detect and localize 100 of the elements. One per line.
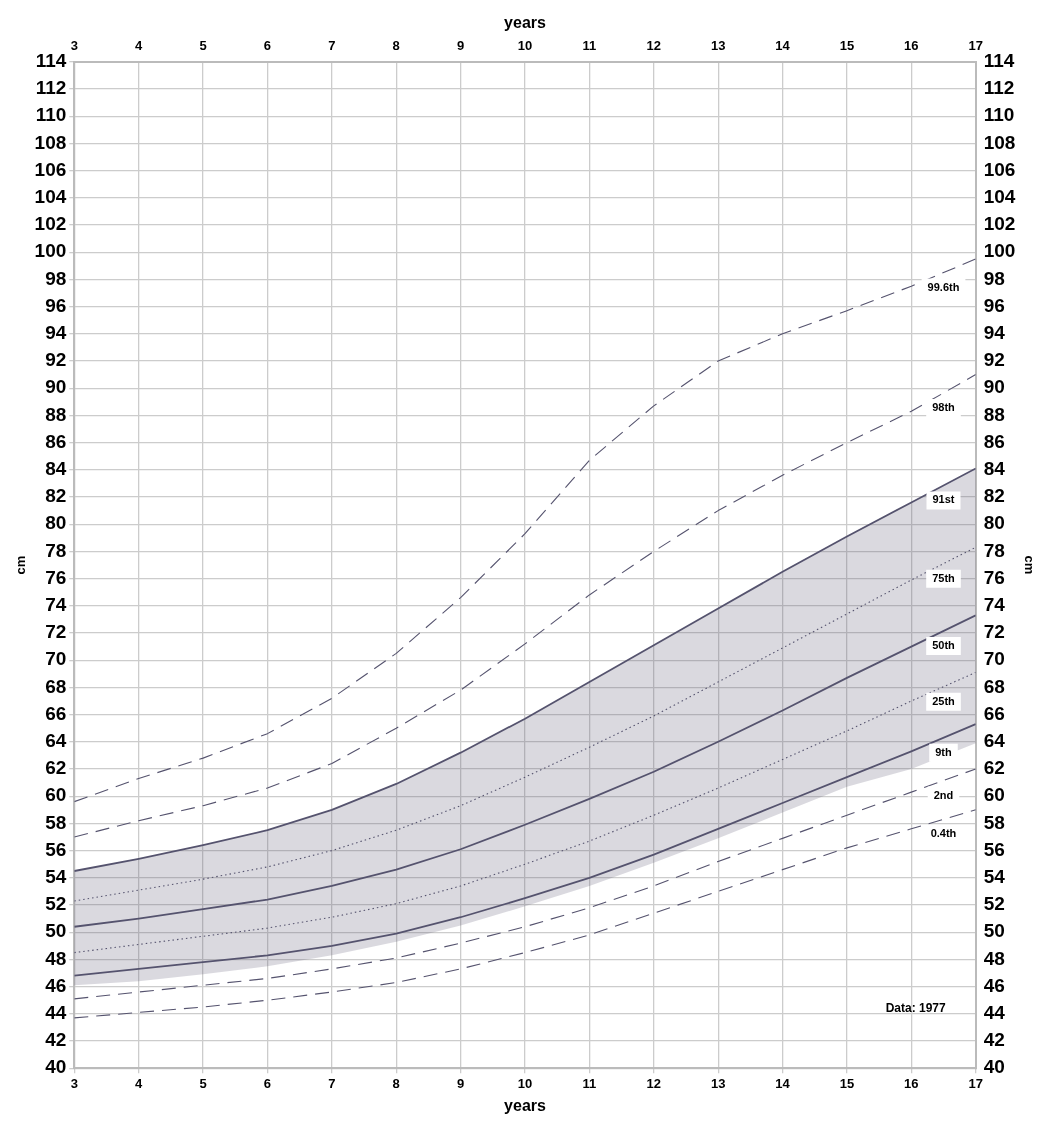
y2-tick-label: 90 [983,376,1005,398]
y2-tick-label: 80 [983,512,1005,534]
series-label: 25th [932,694,956,707]
x-tick-label: 14 [775,1075,791,1091]
y2-tick-label: 46 [983,974,1005,996]
x-tick-label: 17 [968,1075,983,1091]
y-tick-label: 48 [45,947,67,969]
y-axis-title: cm [13,555,29,575]
y2-tick-label: 110 [983,104,1015,126]
y2-tick-label: 104 [983,186,1016,208]
x-tick-label: 13 [710,1075,726,1091]
x2-tick-label: 3 [70,37,78,53]
y2-tick-label: 50 [983,920,1005,942]
x-tick-label: 9 [457,1075,465,1091]
y2-tick-label: 58 [983,811,1005,833]
x2-tick-label: 15 [839,37,855,53]
y2-tick-label: 70 [983,648,1005,670]
y-tick-label: 82 [45,485,67,507]
series-label: 75th [932,571,956,584]
y-tick-label: 84 [45,458,67,480]
y-tick-label: 54 [45,866,67,888]
x-axis-title: years [504,1096,547,1114]
y-tick-label: 76 [45,566,67,588]
y2-tick-label: 106 [983,158,1016,180]
y-tick-label: 56 [45,838,67,860]
y2-tick-label: 112 [983,77,1015,99]
y-tick-label: 68 [45,675,67,697]
series-label: 2nd [933,788,954,801]
x-tick-label: 6 [263,1075,272,1091]
y-tick-label: 102 [34,213,67,235]
x-tick-label: 15 [839,1075,855,1091]
x-tick-label: 7 [328,1075,336,1091]
x2-tick-label: 6 [263,37,272,53]
y2-tick-label: 74 [983,594,1006,616]
x2-tick-label: 13 [710,37,726,53]
y2-tick-label: 42 [983,1029,1005,1051]
x2-tick-label: 11 [582,37,597,53]
annotation: Data: 1977 [885,1000,947,1015]
y2-tick-label: 94 [983,322,1006,344]
y2-tick-label: 54 [983,866,1006,888]
y-tick-label: 106 [34,158,67,180]
x-tick-label: 10 [517,1075,533,1091]
y2-tick-label: 56 [983,838,1005,860]
y-tick-label: 88 [45,403,67,425]
x2-tick-label: 5 [199,37,207,53]
y2-tick-label: 48 [983,947,1005,969]
x-tick-label: 12 [646,1075,662,1091]
y-tick-label: 100 [34,240,67,262]
x2-tick-label: 12 [646,37,662,53]
y2-tick-label: 96 [983,294,1005,316]
x-tick-label: 11 [582,1075,597,1091]
y2-tick-label: 86 [983,430,1005,452]
series-label: 9th [935,745,953,758]
y-tick-label: 52 [45,893,67,915]
y-tick-label: 58 [45,811,67,833]
y2-tick-label: 66 [983,702,1005,724]
y2-tick-label: 76 [983,566,1005,588]
y-tick-label: 114 [35,50,67,72]
x2-tick-label: 10 [517,37,533,53]
y-tick-label: 112 [35,77,67,99]
y2-tick-label: 88 [983,403,1005,425]
series-label: 98th [932,400,956,413]
y2-tick-label: 60 [983,784,1005,806]
y-tick-label: 110 [35,104,67,126]
y-tick-label: 96 [45,294,67,316]
x2-tick-label: 17 [968,37,983,53]
y2-axis-title: cm [1021,555,1037,575]
series-label: 91st [932,493,955,506]
x-tick-label: 3 [70,1075,78,1091]
series-label: 0.4th [930,827,957,840]
series-label: 99.6th [927,280,960,293]
x2-tick-label: 7 [328,37,336,53]
x2-tick-label: 16 [904,37,919,53]
y-tick-label: 42 [45,1029,67,1051]
y-tick-label: 64 [45,730,67,752]
series-label: 50th [932,638,956,651]
y-tick-label: 104 [34,186,67,208]
x-tick-label: 5 [199,1075,207,1091]
y-tick-label: 72 [45,621,67,643]
y-tick-label: 94 [45,322,67,344]
x2-tick-label: 8 [392,37,400,53]
y-tick-label: 60 [45,784,67,806]
y2-tick-label: 78 [983,539,1005,561]
y-tick-label: 40 [45,1056,67,1078]
x2-tick-label: 9 [457,37,465,53]
y2-tick-label: 44 [983,1002,1006,1024]
x2-tick-label: 4 [135,37,144,53]
y2-tick-label: 114 [983,50,1015,72]
y-tick-label: 80 [45,512,67,534]
y2-tick-label: 68 [983,675,1005,697]
y2-tick-label: 102 [983,213,1016,235]
x2-axis-title: years [504,14,547,32]
y2-tick-label: 62 [983,757,1005,779]
y2-tick-label: 84 [983,458,1006,480]
y-tick-label: 44 [45,1002,67,1024]
y2-tick-label: 64 [983,730,1006,752]
y-tick-label: 46 [45,974,67,996]
y2-tick-label: 52 [983,893,1005,915]
y-tick-label: 86 [45,430,67,452]
x-tick-label: 4 [135,1075,144,1091]
